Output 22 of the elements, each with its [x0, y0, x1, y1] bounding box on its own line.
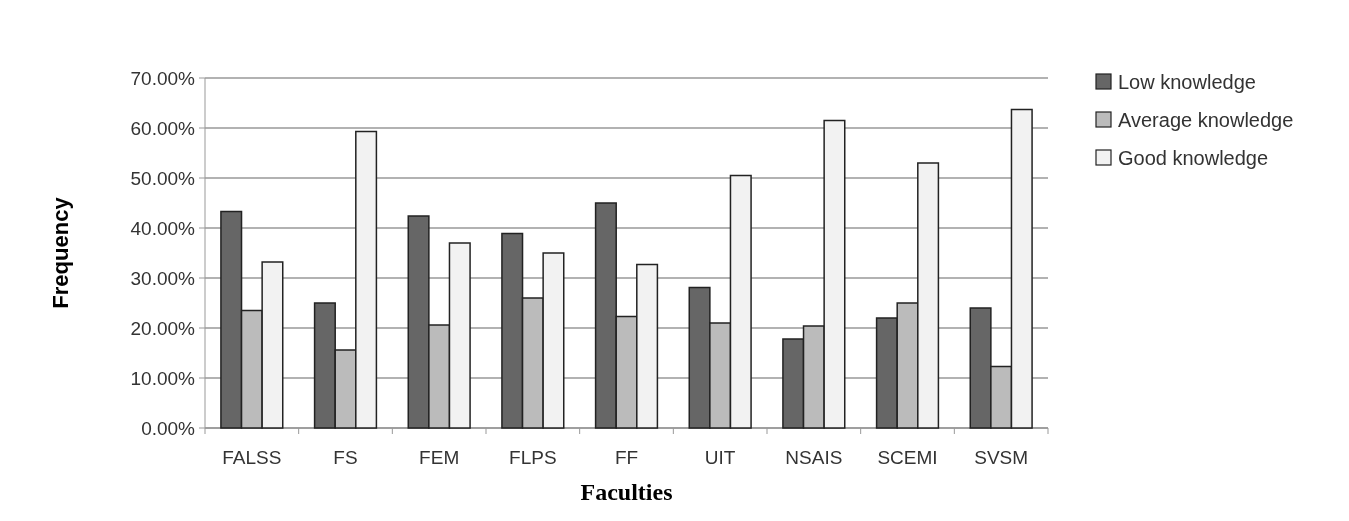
y-tick-label: 40.00%: [130, 217, 196, 239]
y-tick-label: 60.00%: [130, 117, 196, 139]
x-axis-title: Faculties: [580, 479, 673, 505]
legend-label: Average knowledge: [1118, 109, 1294, 131]
legend-label: Good knowledge: [1118, 147, 1269, 169]
x-tick-label: FF: [614, 447, 639, 468]
y-axis-title: Frequency: [48, 196, 73, 309]
x-tick-label: FEM: [419, 447, 460, 468]
legend-label: Low knowledge: [1118, 71, 1256, 93]
y-tick-label: 0.00%: [141, 417, 196, 439]
x-tick-label: FS: [333, 447, 358, 468]
x-tick-label: UIT: [704, 447, 736, 468]
y-tick-label: 20.00%: [130, 317, 196, 339]
y-tick-label: 10.00%: [130, 367, 196, 389]
x-tick-label: FALSS: [222, 447, 282, 468]
x-tick-label: NSAIS: [785, 447, 843, 468]
y-tick-label: 50.00%: [130, 167, 196, 189]
x-tick-label: FLPS: [509, 447, 557, 468]
x-tick-label: SCEMI: [877, 447, 938, 468]
y-tick-label: 70.00%: [130, 67, 196, 89]
y-tick-label: 30.00%: [130, 267, 196, 289]
x-tick-label: SVSM: [974, 447, 1029, 468]
